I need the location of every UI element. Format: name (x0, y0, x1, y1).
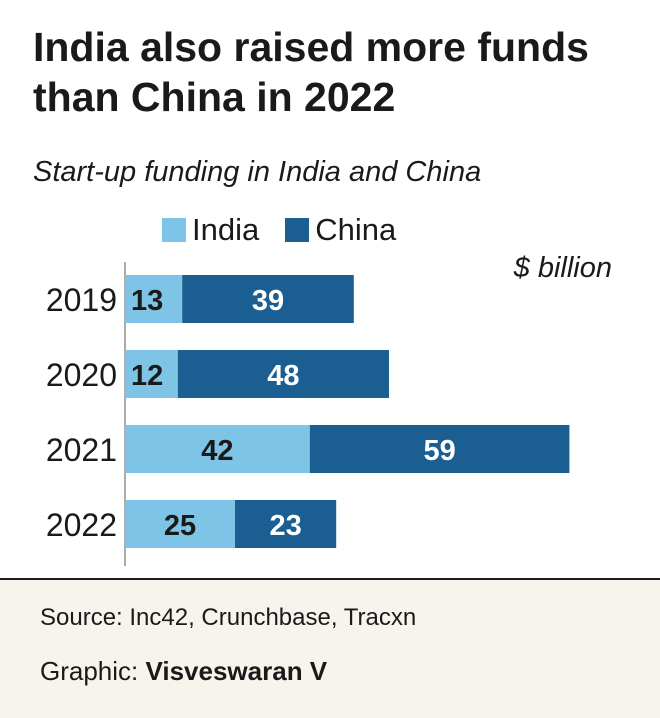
category-label: 2021 (46, 432, 117, 468)
source-note: Source: Inc42, Crunchbase, Tracxn (40, 604, 417, 631)
credit-name: Visveswaran V (145, 656, 328, 686)
value-label-china: 48 (267, 360, 299, 392)
value-label-india: 13 (131, 285, 163, 317)
legend-label-india: India (192, 212, 260, 247)
value-label-china: 59 (423, 435, 455, 467)
value-label-india: 12 (131, 360, 163, 392)
graphic-credit: Graphic: Visveswaran V (40, 656, 327, 687)
value-label-china: 39 (252, 285, 284, 317)
category-label: 2020 (46, 357, 117, 393)
value-label-india: 25 (164, 510, 196, 542)
bar-china (309, 425, 570, 473)
bar-chart: 2019 13 39 2020 12 48 2021 42 59 2022 25 23 (46, 262, 570, 566)
category-label: 2019 (46, 282, 117, 318)
value-label-china: 23 (269, 510, 301, 542)
bar-india (125, 500, 235, 548)
bar-china (235, 500, 337, 548)
legend-label-china: China (315, 212, 397, 247)
legend-swatch-india (162, 218, 186, 242)
bar-india (125, 350, 178, 398)
chart-title: India also raised more funds than China … (33, 24, 589, 120)
category-label: 2022 (46, 507, 117, 543)
legend-swatch-china (285, 218, 310, 242)
bar-india (125, 275, 183, 323)
unit-label: $ billion (513, 252, 612, 284)
legend-item-china: China (285, 212, 396, 248)
value-label-india: 42 (201, 435, 233, 467)
bar-china (177, 350, 389, 398)
credit-label: Graphic: (40, 656, 139, 686)
legend: India China (162, 210, 396, 250)
bar-china (182, 275, 354, 323)
footer: Source: Inc42, Crunchbase, Tracxn Graphi… (0, 578, 660, 718)
legend-item-india: India (162, 212, 259, 248)
chart-subtitle: Start-up funding in India and China (33, 156, 482, 188)
bar-india (125, 425, 310, 473)
